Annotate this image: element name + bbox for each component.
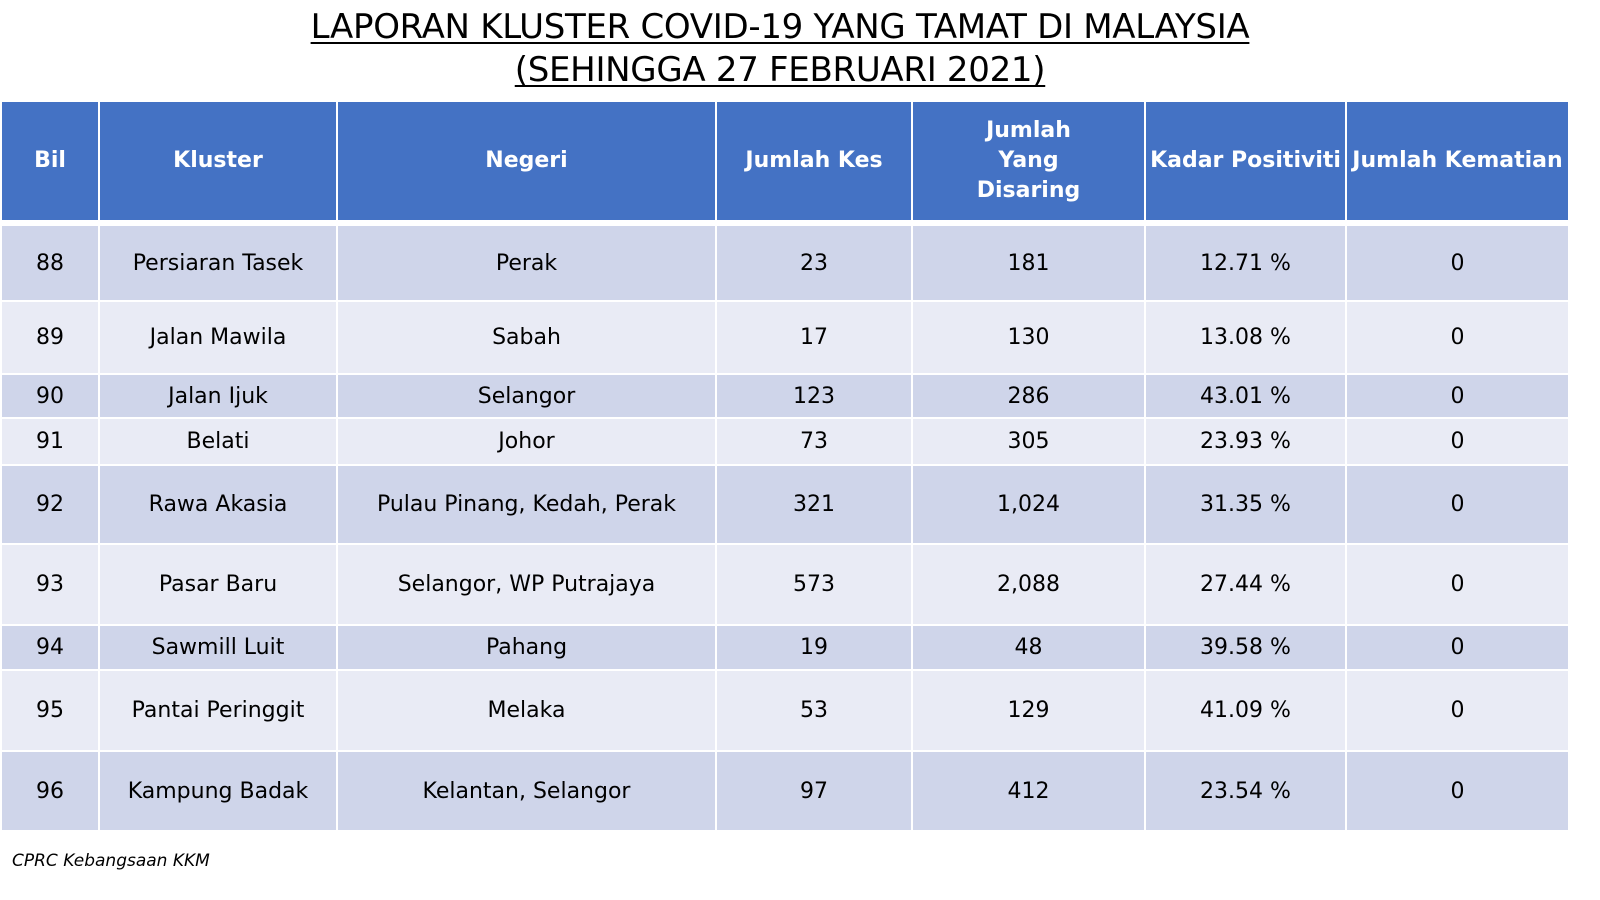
cell-kluster: Rawa Akasia <box>98 464 338 545</box>
cell-bil: 94 <box>0 624 100 671</box>
cell-jumlah-kematian: 0 <box>1345 624 1570 671</box>
cell-negeri: Pahang <box>336 624 717 671</box>
cell-jumlah-kes: 17 <box>715 300 913 375</box>
table-row: 88 Persiaran Tasek Perak 23 181 12.71 % … <box>0 222 1570 302</box>
cell-kadar-positiviti: 43.01 % <box>1144 373 1347 419</box>
header-kadar-positiviti: Kadar Positiviti <box>1144 100 1347 226</box>
header-jumlah-disaring: Jumlah Yang Disaring <box>911 100 1146 226</box>
table-row: 95 Pantai Peringgit Melaka 53 129 41.09 … <box>0 669 1570 752</box>
cell-kluster: Jalan Mawila <box>98 300 338 375</box>
cell-negeri: Kelantan, Selangor <box>336 750 717 832</box>
cell-kadar-positiviti: 23.93 % <box>1144 417 1347 466</box>
cell-bil: 92 <box>0 464 100 545</box>
header-negeri: Negeri <box>336 100 717 226</box>
cell-kluster: Sawmill Luit <box>98 624 338 671</box>
cell-kluster: Persiaran Tasek <box>98 222 338 302</box>
cell-kadar-positiviti: 39.58 % <box>1144 624 1347 671</box>
cell-jumlah-disaring: 305 <box>911 417 1146 466</box>
header-jumlah-kes: Jumlah Kes <box>715 100 913 226</box>
header-bil: Bil <box>0 100 100 226</box>
title-line-1: LAPORAN KLUSTER COVID-19 YANG TAMAT DI M… <box>310 7 1250 47</box>
title-line-2: (SEHINGGA 27 FEBRUARI 2021) <box>514 50 1046 90</box>
header-jumlah-kematian: Jumlah Kematian <box>1345 100 1570 226</box>
table-header-row: Bil Kluster Negeri Jumlah Kes Jumlah Yan… <box>0 100 1570 226</box>
cell-jumlah-kematian: 0 <box>1345 417 1570 466</box>
cell-kadar-positiviti: 41.09 % <box>1144 669 1347 752</box>
cell-jumlah-kematian: 0 <box>1345 222 1570 302</box>
cell-jumlah-kematian: 0 <box>1345 543 1570 626</box>
cell-negeri: Selangor, WP Putrajaya <box>336 543 717 626</box>
cell-jumlah-disaring: 181 <box>911 222 1146 302</box>
cell-jumlah-disaring: 48 <box>911 624 1146 671</box>
table-row: 93 Pasar Baru Selangor, WP Putrajaya 573… <box>0 543 1570 626</box>
cell-jumlah-disaring: 286 <box>911 373 1146 419</box>
cell-jumlah-kematian: 0 <box>1345 464 1570 545</box>
source-credit: CPRC Kebangsaan KKM <box>12 851 210 871</box>
cell-jumlah-disaring: 129 <box>911 669 1146 752</box>
cell-negeri: Johor <box>336 417 717 466</box>
cell-negeri: Melaka <box>336 669 717 752</box>
table-row: 89 Jalan Mawila Sabah 17 130 13.08 % 0 <box>0 300 1570 375</box>
cell-jumlah-kematian: 0 <box>1345 750 1570 832</box>
cell-bil: 93 <box>0 543 100 626</box>
cell-jumlah-kematian: 0 <box>1345 373 1570 419</box>
cell-jumlah-disaring: 130 <box>911 300 1146 375</box>
table-row: 91 Belati Johor 73 305 23.93 % 0 <box>0 417 1570 466</box>
cell-negeri: Sabah <box>336 300 717 375</box>
cell-bil: 88 <box>0 222 100 302</box>
page-title: LAPORAN KLUSTER COVID-19 YANG TAMAT DI M… <box>0 6 1560 92</box>
cell-kluster: Jalan Ijuk <box>98 373 338 419</box>
cell-jumlah-disaring: 412 <box>911 750 1146 832</box>
cell-jumlah-kematian: 0 <box>1345 300 1570 375</box>
cell-negeri: Perak <box>336 222 717 302</box>
cell-jumlah-kes: 23 <box>715 222 913 302</box>
table-row: 92 Rawa Akasia Pulau Pinang, Kedah, Pera… <box>0 464 1570 545</box>
cell-negeri: Selangor <box>336 373 717 419</box>
cell-kluster: Belati <box>98 417 338 466</box>
cell-bil: 90 <box>0 373 100 419</box>
cell-jumlah-kes: 123 <box>715 373 913 419</box>
cell-kadar-positiviti: 23.54 % <box>1144 750 1347 832</box>
cluster-report-table: Bil Kluster Negeri Jumlah Kes Jumlah Yan… <box>0 100 1570 832</box>
cell-jumlah-kes: 321 <box>715 464 913 545</box>
cell-kluster: Pasar Baru <box>98 543 338 626</box>
table-row: 94 Sawmill Luit Pahang 19 48 39.58 % 0 <box>0 624 1570 671</box>
cell-bil: 91 <box>0 417 100 466</box>
header-kluster: Kluster <box>98 100 338 226</box>
cell-jumlah-kes: 53 <box>715 669 913 752</box>
cell-kadar-positiviti: 12.71 % <box>1144 222 1347 302</box>
cell-jumlah-kematian: 0 <box>1345 669 1570 752</box>
table-row: 96 Kampung Badak Kelantan, Selangor 97 4… <box>0 750 1570 832</box>
cell-kluster: Pantai Peringgit <box>98 669 338 752</box>
cell-kadar-positiviti: 13.08 % <box>1144 300 1347 375</box>
cell-jumlah-kes: 573 <box>715 543 913 626</box>
cell-jumlah-kes: 73 <box>715 417 913 466</box>
cell-kadar-positiviti: 31.35 % <box>1144 464 1347 545</box>
cell-kluster: Kampung Badak <box>98 750 338 832</box>
cell-bil: 96 <box>0 750 100 832</box>
cell-jumlah-disaring: 1,024 <box>911 464 1146 545</box>
cell-bil: 95 <box>0 669 100 752</box>
cell-bil: 89 <box>0 300 100 375</box>
table-row: 90 Jalan Ijuk Selangor 123 286 43.01 % 0 <box>0 373 1570 419</box>
cell-kadar-positiviti: 27.44 % <box>1144 543 1347 626</box>
cell-jumlah-disaring: 2,088 <box>911 543 1146 626</box>
cell-jumlah-kes: 19 <box>715 624 913 671</box>
cell-negeri: Pulau Pinang, Kedah, Perak <box>336 464 717 545</box>
cell-jumlah-kes: 97 <box>715 750 913 832</box>
